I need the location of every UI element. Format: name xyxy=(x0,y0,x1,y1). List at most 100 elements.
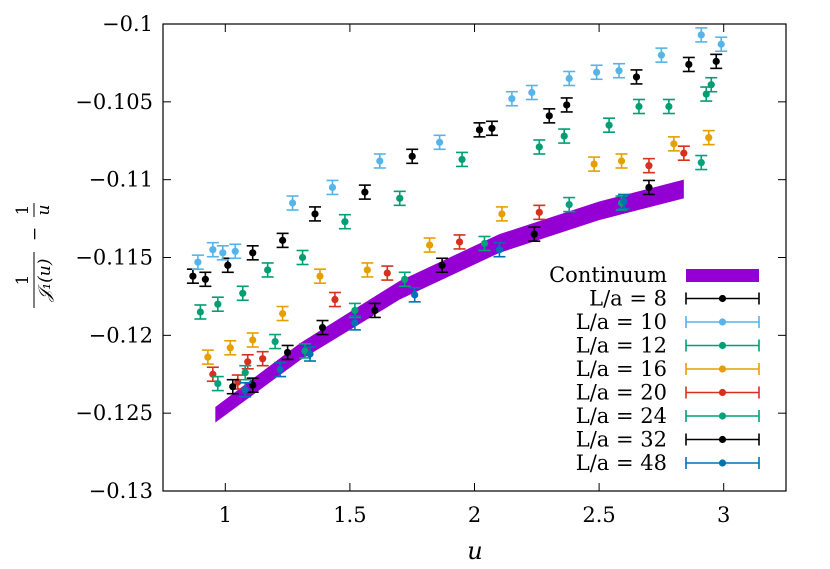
data-point xyxy=(682,56,695,73)
legend-label: L/a = 32 xyxy=(576,428,667,452)
legend-entry-L16: L/a = 16 xyxy=(576,357,760,381)
y-tick-label: −0.1 xyxy=(102,12,153,36)
data-point xyxy=(662,98,675,115)
data-point xyxy=(613,62,626,79)
data-point xyxy=(543,108,556,124)
legend-label: L/a = 16 xyxy=(576,357,667,381)
data-point xyxy=(274,361,287,378)
series-L10 xyxy=(191,27,728,270)
data-point xyxy=(533,204,546,221)
data-point xyxy=(373,153,386,169)
y-axis-label: 1 𝒥₁(u) − 1 u xyxy=(13,203,55,308)
data-point xyxy=(695,154,708,171)
y-tick-label: −0.125 xyxy=(75,401,153,425)
legend-label: L/a = 20 xyxy=(576,381,667,405)
legend-entry-L48: L/a = 48 xyxy=(576,451,760,475)
data-point xyxy=(632,98,645,115)
data-point xyxy=(246,245,259,261)
data-point xyxy=(473,122,486,138)
data-point xyxy=(505,90,518,107)
data-point xyxy=(206,241,219,258)
data-point xyxy=(667,136,680,152)
y-label-frac1-denominator: 𝒥₁(u) xyxy=(35,259,55,303)
data-point xyxy=(309,206,322,222)
legend-entry-L12: L/a = 12 xyxy=(576,334,760,358)
data-point xyxy=(368,302,381,319)
data-point xyxy=(710,53,723,70)
y-label-frac2-denominator: u xyxy=(34,205,54,216)
data-point xyxy=(338,213,351,230)
y-tick-label: −0.115 xyxy=(75,246,153,270)
series-L48 xyxy=(239,193,631,398)
data-point xyxy=(433,134,446,151)
continuum-band xyxy=(215,179,684,423)
data-point xyxy=(563,70,576,87)
data-point xyxy=(528,226,541,242)
data-point xyxy=(560,97,573,113)
data-point xyxy=(194,304,207,320)
data-point xyxy=(201,349,214,365)
data-point xyxy=(655,47,668,63)
legend-label: L/a = 24 xyxy=(576,404,667,428)
data-point xyxy=(286,195,299,211)
data-point xyxy=(705,76,718,93)
legend-label: L/a = 48 xyxy=(576,451,667,475)
data-point xyxy=(453,234,466,250)
data-point xyxy=(630,69,643,85)
legend-entry-L20: L/a = 20 xyxy=(576,381,760,405)
continuum-band-layer xyxy=(215,179,684,423)
y-label-operator: − xyxy=(25,227,45,241)
data-point xyxy=(269,333,282,350)
data-point xyxy=(406,148,419,165)
data-point xyxy=(246,332,259,348)
data-point xyxy=(423,237,436,253)
data-point xyxy=(226,378,239,395)
x-tick-label: 3 xyxy=(717,503,730,527)
data-point xyxy=(495,206,508,222)
data-point xyxy=(361,262,374,278)
data-point xyxy=(211,375,224,392)
legend-entry-L8: L/a = 8 xyxy=(589,287,760,311)
y-tick-label: −0.13 xyxy=(89,479,153,503)
data-point xyxy=(224,339,237,356)
data-point xyxy=(677,145,690,162)
data-point xyxy=(478,235,491,252)
data-point xyxy=(642,179,655,196)
legend-label: L/a = 8 xyxy=(589,287,667,311)
data-point xyxy=(216,245,229,261)
data-point xyxy=(326,179,339,196)
data-point xyxy=(299,343,312,359)
legend-entry-L24: L/a = 24 xyxy=(576,404,760,428)
legend-label: L/a = 12 xyxy=(576,334,667,358)
data-point xyxy=(296,249,309,266)
legend-entry-continuum: Continuum xyxy=(549,263,759,287)
data-point xyxy=(456,151,469,168)
y-label-frac2-numerator: 1 xyxy=(13,205,33,216)
data-point xyxy=(239,364,252,381)
data-point xyxy=(276,232,289,249)
data-point xyxy=(256,350,269,367)
axis-ticks-layer: 1 1.5 2 2.5 3 −0.13 −0.125 −0.12 −0.115 −0.11 −0.1… xyxy=(75,12,786,527)
y-label-frac1-numerator: 1 xyxy=(13,275,33,286)
data-point xyxy=(558,128,571,144)
data-point xyxy=(276,305,289,322)
y-tick-label: −0.105 xyxy=(75,90,153,114)
data-point xyxy=(642,157,655,174)
series-L12 xyxy=(194,76,718,320)
x-tick-label: 2 xyxy=(468,503,481,527)
data-point xyxy=(588,156,601,172)
legend-swatch xyxy=(686,269,759,282)
data-point xyxy=(408,287,421,303)
data-point xyxy=(702,129,715,146)
series-L24 xyxy=(211,154,708,392)
data-point xyxy=(493,241,506,258)
legend-entry-L32: L/a = 32 xyxy=(576,428,760,452)
data-point xyxy=(191,254,204,270)
x-tick-label: 2.5 xyxy=(582,503,615,527)
y-tick-label: −0.12 xyxy=(89,323,153,347)
data-point xyxy=(695,27,708,43)
data-point xyxy=(199,271,212,288)
data-point xyxy=(246,377,259,393)
x-tick-label: 1.5 xyxy=(333,503,366,527)
